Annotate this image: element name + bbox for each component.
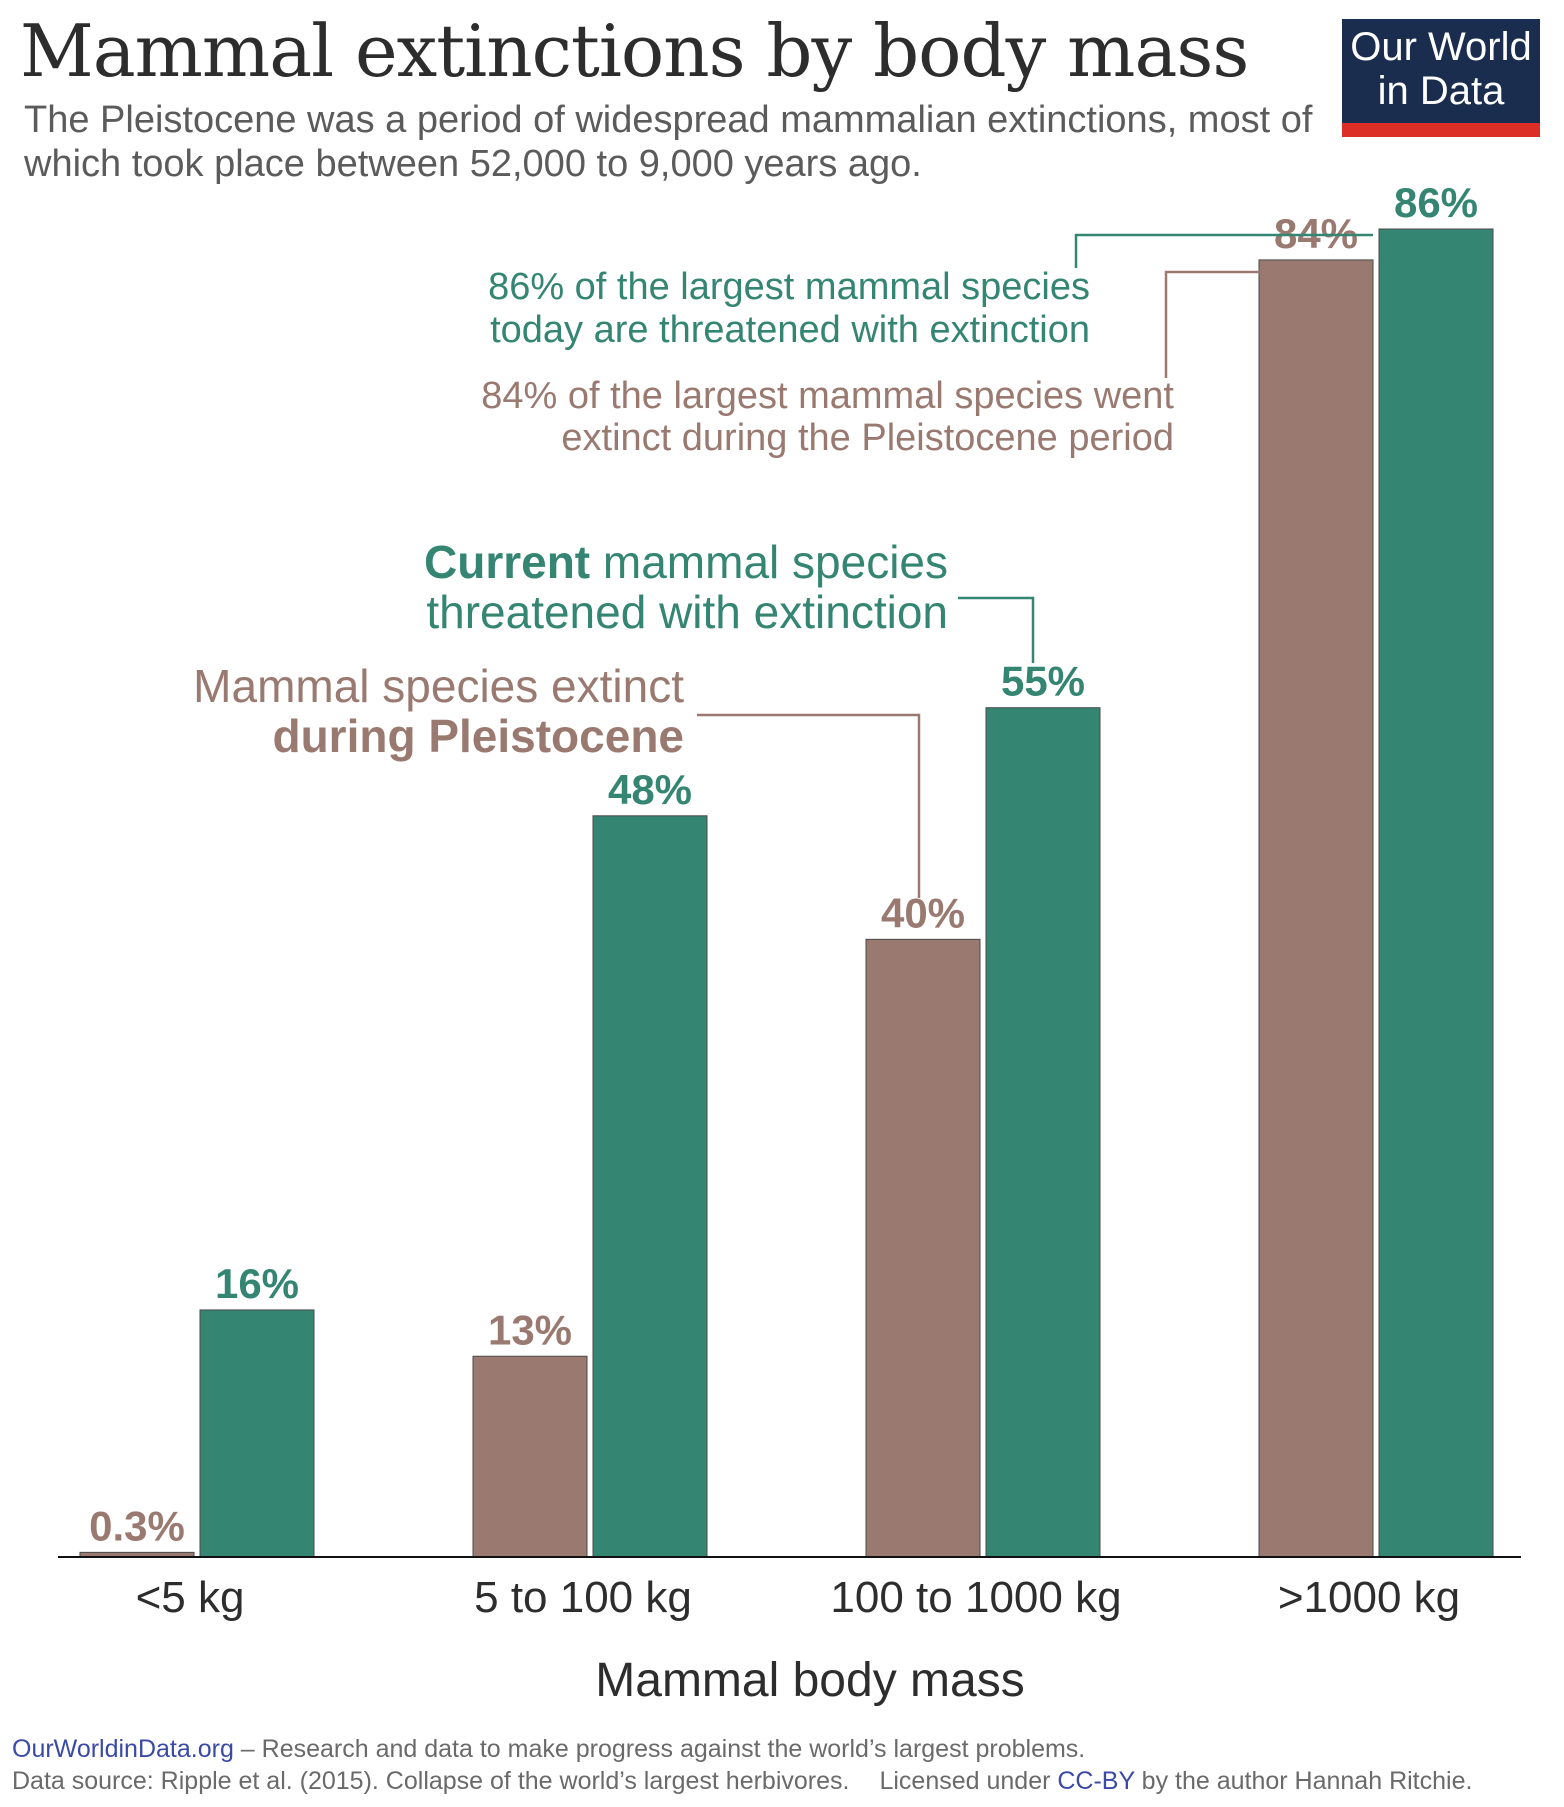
- chart-subtitle: The Pleistocene was a period of widespre…: [24, 99, 1313, 185]
- current-label-line-1: Current mammal species: [424, 536, 948, 588]
- bar-pleistocene-4: [1258, 259, 1374, 1558]
- pleistocene-label-bold: during Pleistocene: [272, 710, 684, 762]
- value-label-pleistocene-1: 0.3%: [89, 1502, 185, 1549]
- value-label-pleistocene-3: 40%: [881, 889, 965, 936]
- bar-current-1: [199, 1309, 315, 1558]
- value-label-current-2: 48%: [608, 766, 692, 813]
- chart-title: Mammal extinctions by body mass: [20, 9, 1249, 93]
- logo-accent-bar: [1342, 123, 1540, 137]
- x-tick-label-4: >1000 kg: [1278, 1573, 1460, 1622]
- site-link[interactable]: OurWorldinData.org: [12, 1735, 234, 1763]
- bar-current-4: [1378, 228, 1494, 1558]
- pleistocene-label-line-1: Mammal species extinct: [193, 660, 684, 712]
- footer-tagline: – Research and data to make progress aga…: [233, 1735, 1086, 1763]
- current-label-bold: Current: [424, 536, 590, 588]
- current-label-rest: mammal species: [590, 536, 948, 588]
- bar-current-2: [592, 815, 708, 1558]
- license-suffix: by the author Hannah Ritchie.: [1134, 1767, 1473, 1795]
- bar-current-3: [985, 707, 1101, 1558]
- logo-line-2: in Data: [1377, 69, 1505, 113]
- value-label-pleistocene-4: 84%: [1274, 210, 1358, 257]
- logo-text: Our World in Data: [1342, 25, 1540, 113]
- footer-line-2: Data source: Ripple et al. (2015). Colla…: [12, 1766, 1472, 1796]
- value-label-current-3: 55%: [1001, 658, 1085, 705]
- largest-current-line-2: today are threatened with extinction: [490, 309, 1090, 351]
- data-source: Data source: Ripple et al. (2015). Colla…: [12, 1767, 850, 1795]
- value-label-current-4: 86%: [1394, 179, 1478, 226]
- x-axis-title: Mammal body mass: [595, 1654, 1024, 1707]
- largest-current-line-1: 86% of the largest mammal species: [488, 266, 1090, 308]
- owid-logo[interactable]: Our World in Data: [1342, 19, 1540, 137]
- license-prefix: Licensed under: [879, 1767, 1058, 1795]
- x-tick-label-2: 5 to 100 kg: [474, 1573, 692, 1622]
- logo-line-1: Our World: [1350, 25, 1532, 69]
- largest-pleistocene-leader: [1164, 270, 1262, 378]
- largest-pleistocene-line-1: 84% of the largest mammal species went: [481, 375, 1174, 417]
- license-link[interactable]: CC-BY: [1057, 1767, 1135, 1795]
- x-tick-label-1: <5 kg: [136, 1573, 245, 1622]
- footer-line-1: OurWorldinData.org – Research and data t…: [12, 1734, 1085, 1764]
- value-label-current-1: 16%: [215, 1260, 299, 1307]
- pleistocene-label-leader: [697, 713, 921, 898]
- bar-chart: 0.3% 16% <5 kg 13% 48% 5 to 100 kg 40% 55% 100 t…: [58, 179, 1521, 1707]
- bar-pleistocene-3: [865, 938, 981, 1558]
- bar-pleistocene-2: [472, 1355, 588, 1558]
- current-label-leader: [958, 596, 1035, 663]
- current-label-line-2: threatened with extinction: [426, 586, 948, 638]
- largest-pleistocene-line-2: extinct during the Pleistocene period: [561, 417, 1174, 459]
- largest-current-leader: [1074, 233, 1373, 268]
- x-tick-label-3: 100 to 1000 kg: [830, 1573, 1121, 1622]
- value-label-pleistocene-2: 13%: [488, 1306, 572, 1353]
